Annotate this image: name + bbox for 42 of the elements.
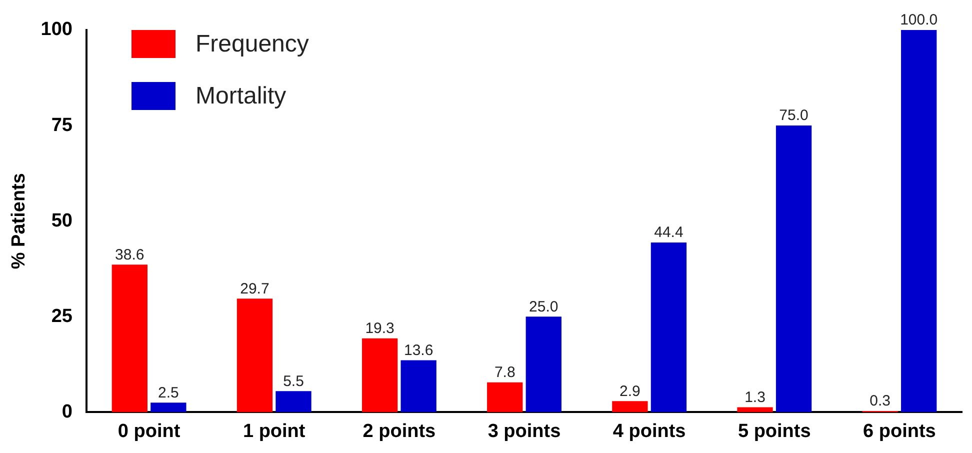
x-tick-label: 5 points <box>738 420 811 442</box>
data-label: 7.8 <box>494 364 516 382</box>
data-label: 38.6 <box>115 246 144 264</box>
data-label: 19.3 <box>365 320 394 338</box>
x-tick-label: 4 points <box>612 420 686 442</box>
y-tick-label: 25 <box>51 306 73 327</box>
y-tick-label: 50 <box>51 210 72 232</box>
data-label: 75.0 <box>779 107 808 124</box>
data-label: 2.9 <box>620 382 640 400</box>
data-label: 44.4 <box>654 224 684 242</box>
data-label: 25.0 <box>529 298 558 316</box>
data-label: 0.3 <box>870 392 891 410</box>
legend-label: Frequency <box>196 30 309 58</box>
data-label: 100.0 <box>900 12 938 29</box>
bar <box>526 316 562 412</box>
data-label: 29.7 <box>240 280 270 298</box>
bar <box>901 30 937 412</box>
y-axis-title: % Patients <box>8 173 30 270</box>
y-tick-label: 100 <box>40 19 72 40</box>
bar <box>737 407 773 412</box>
bar <box>612 401 648 412</box>
bar <box>236 298 273 412</box>
data-label: 13.6 <box>404 342 434 359</box>
bar <box>112 264 148 412</box>
bar <box>776 126 812 412</box>
x-tick-label: 3 points <box>488 420 561 442</box>
x-tick-label: 6 points <box>863 420 936 442</box>
x-tick-label: 0 point <box>118 420 181 442</box>
data-label: 1.3 <box>744 388 766 406</box>
bar <box>362 338 398 412</box>
y-tick-label: 0 <box>62 401 72 422</box>
y-tick-label: 75 <box>51 114 73 136</box>
bar <box>400 360 436 412</box>
x-tick-label: 2 points <box>362 420 436 442</box>
bar <box>650 242 687 412</box>
bar <box>150 402 186 412</box>
data-label: 2.5 <box>158 384 179 402</box>
x-tick-label: 1 point <box>242 420 306 442</box>
bar <box>487 382 523 412</box>
data-label: 5.5 <box>283 372 304 390</box>
bar <box>276 391 312 412</box>
legend-label: Mortality <box>196 82 286 110</box>
